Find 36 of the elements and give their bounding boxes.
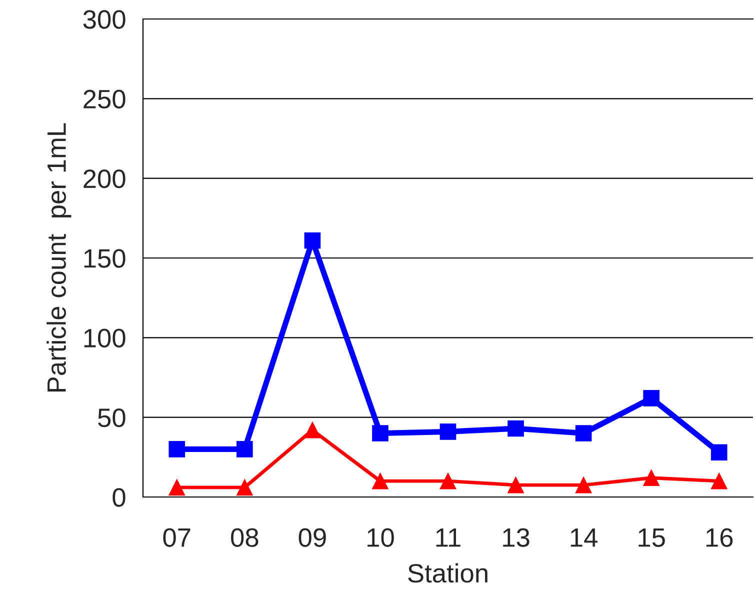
point [508, 476, 524, 494]
point [168, 441, 186, 458]
point [575, 425, 592, 442]
y-tick-label: 300 [83, 10, 126, 29]
x-tick-label: 13 [503, 528, 530, 547]
point [508, 420, 524, 437]
y-tick-label: 50 [98, 408, 126, 428]
x-axis-title: Station [408, 563, 488, 583]
y-tick-label: 0 [112, 488, 126, 507]
point [236, 441, 253, 458]
point [575, 476, 592, 494]
y-tick-label: 250 [84, 90, 126, 108]
point [236, 479, 253, 496]
point [710, 472, 728, 490]
x-tick-label: 08 [231, 528, 258, 547]
y-tick-label: 200 [84, 169, 126, 188]
y-axis-title: Particle count per 1mL [46, 123, 72, 392]
x-tick-label: 09 [298, 528, 326, 547]
point [304, 422, 321, 438]
point [372, 472, 388, 490]
x-tick-label: 15 [638, 528, 665, 547]
y-tick-label: 150 [84, 249, 126, 268]
x-tick-label: 07 [163, 528, 190, 547]
x-tick-label: 11 [436, 528, 460, 547]
point [710, 444, 728, 461]
point [168, 479, 186, 496]
x-tick-label: 14 [570, 528, 598, 547]
point [304, 232, 321, 249]
y-tick-label: 100 [84, 328, 126, 348]
point [440, 472, 456, 490]
point [643, 470, 660, 486]
point [440, 424, 456, 440]
x-tick-label: 16 [706, 528, 733, 547]
x-tick-label: 10 [368, 528, 394, 547]
point [643, 390, 660, 406]
point [372, 425, 388, 442]
